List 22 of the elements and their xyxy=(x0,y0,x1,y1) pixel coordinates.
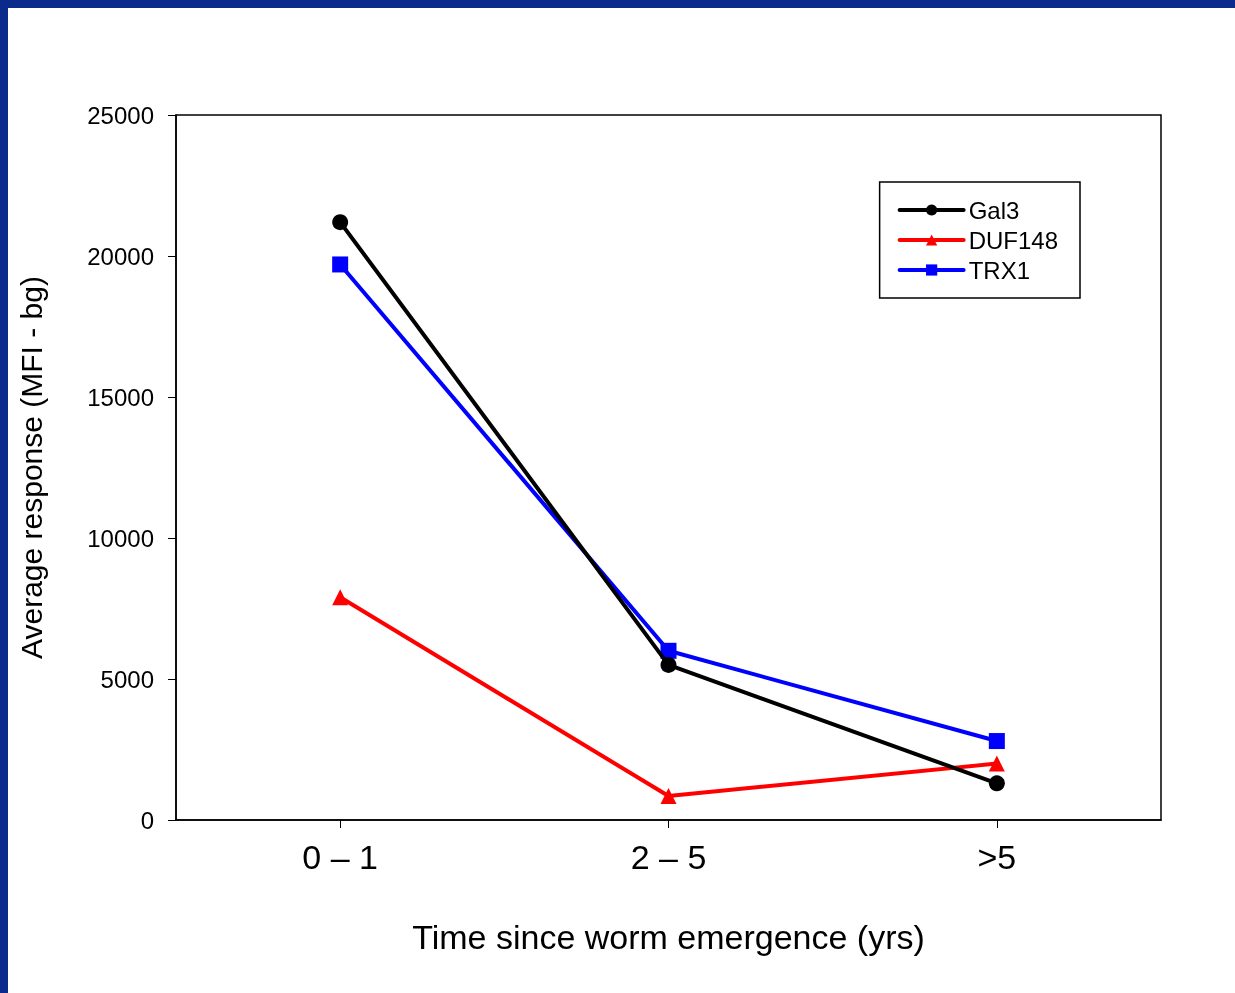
point xyxy=(332,589,349,606)
point xyxy=(660,788,677,805)
y-tick-label: 20000 xyxy=(87,242,154,270)
x-tick-label: 2 – 5 xyxy=(630,838,707,876)
point xyxy=(988,755,1005,772)
x-tick-label: >5 xyxy=(977,838,1017,876)
y-tick-label: 5000 xyxy=(100,665,154,693)
y-tick-label: 10000 xyxy=(87,524,154,552)
y-tick-label: 25000 xyxy=(87,101,154,129)
point xyxy=(988,775,1005,792)
y-tick-label: 0 xyxy=(140,806,154,834)
x-axis-title: Time since worm emergence (yrs) xyxy=(412,918,925,956)
x-tick-label: 0 – 1 xyxy=(302,838,378,876)
legend-label: DUF148 xyxy=(968,226,1059,254)
point xyxy=(660,656,677,673)
y-tick-label: 15000 xyxy=(87,383,154,411)
point xyxy=(332,256,349,273)
legend-label: Gal3 xyxy=(968,196,1020,224)
point xyxy=(988,733,1005,750)
legend-label: TRX1 xyxy=(968,256,1030,284)
point xyxy=(332,214,349,231)
y-axis-title: Average response (MFI - bg) xyxy=(14,276,48,659)
